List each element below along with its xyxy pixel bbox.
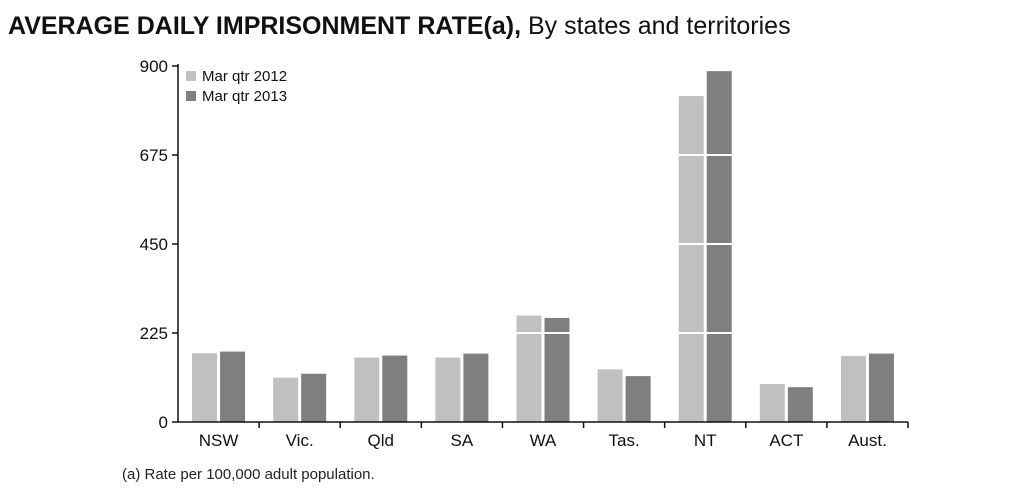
y-tick-label: 225 xyxy=(140,324,168,343)
x-tick-label: Tas. xyxy=(609,431,640,450)
bar-act-2012 xyxy=(759,384,785,422)
x-tick-label: NT xyxy=(694,431,717,450)
bar-act-2013 xyxy=(787,387,813,422)
x-tick-label: Qld xyxy=(368,431,394,450)
x-tick-label: WA xyxy=(530,431,557,450)
bar-wa-2012 xyxy=(516,315,542,422)
y-tick-label: 450 xyxy=(140,235,168,254)
chart-title: AVERAGE DAILY IMPRISONMENT RATE(a), By s… xyxy=(8,12,791,41)
x-tick-label: ACT xyxy=(769,431,803,450)
legend-label: Mar qtr 2012 xyxy=(202,68,287,85)
bar-nt-2012 xyxy=(678,96,704,422)
bar-nsw-2012 xyxy=(192,353,218,422)
bar-tas-2013 xyxy=(625,376,651,422)
legend-swatch xyxy=(186,71,196,81)
x-tick-label: SA xyxy=(451,431,474,450)
bar-qld-2013 xyxy=(382,355,408,422)
bar-aust-2013 xyxy=(868,353,894,422)
bar-vic-2013 xyxy=(301,373,327,422)
bar-tas-2012 xyxy=(597,369,623,422)
bar-nsw-2013 xyxy=(220,351,246,422)
x-tick-label: NSW xyxy=(199,431,239,450)
legend-label: Mar qtr 2013 xyxy=(202,88,287,105)
y-tick-label: 675 xyxy=(140,146,168,165)
footnote: (a) Rate per 100,000 adult population. xyxy=(122,466,375,483)
y-tick-label: 0 xyxy=(159,413,168,432)
bar-aust-2012 xyxy=(840,355,866,422)
bar-qld-2012 xyxy=(354,357,380,422)
x-tick-label: Aust. xyxy=(848,431,887,450)
x-tick-label: Vic. xyxy=(286,431,314,450)
bar-nt-2013 xyxy=(706,71,732,423)
chart-title-bold: AVERAGE DAILY IMPRISONMENT RATE(a), xyxy=(8,12,522,40)
chart-title-subtitle: By states and territories xyxy=(527,12,791,40)
legend-swatch xyxy=(186,91,196,101)
bar-sa-2012 xyxy=(435,357,461,422)
bar-wa-2013 xyxy=(544,317,570,422)
bar-vic-2012 xyxy=(273,377,299,422)
bar-sa-2013 xyxy=(463,353,489,422)
y-tick-label: 900 xyxy=(140,57,168,76)
